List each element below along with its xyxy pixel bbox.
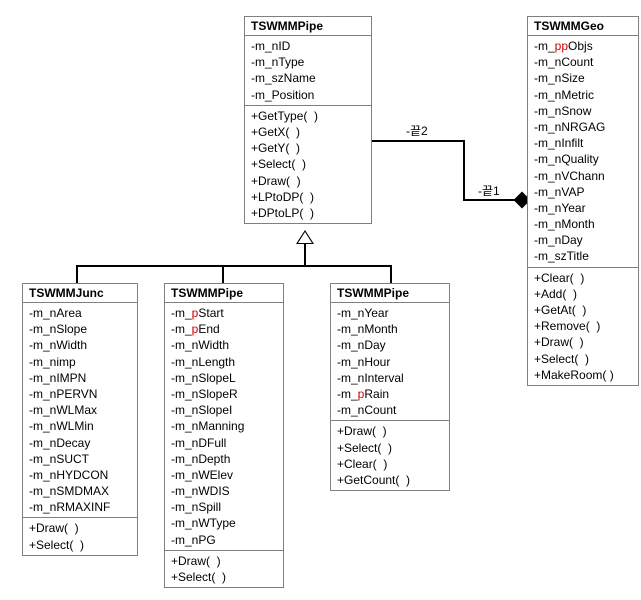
assoc-line (463, 199, 519, 201)
uml-diagram: -끝2 -끝1 TSWMMPipe -m_nID -m_nType -m_szN… (0, 0, 641, 600)
class-pipe3: TSWMMPipe -m_nYear -m_nMonth -m_nDay -m_… (330, 283, 450, 491)
class-geo: TSWMMGeo -m_ppObjs -m_nCount -m_nSize -m… (527, 16, 639, 386)
class-title: TSWMMPipe (331, 284, 449, 303)
class-ops: +Clear( ) +Add( ) +GetAt( ) +Remove( ) +… (528, 268, 638, 385)
gen-line (76, 265, 392, 267)
gen-line (304, 244, 306, 266)
assoc-label-end1: -끝1 (478, 182, 500, 199)
assoc-line (463, 140, 465, 200)
class-title: TSWMMPipe (165, 284, 283, 303)
gen-line (390, 265, 392, 283)
generalization-arrow (296, 230, 314, 244)
class-attrs: -m_pStart -m_pEnd -m_nWidth -m_nLength -… (165, 303, 283, 551)
class-title: TSWMMJunc (23, 284, 137, 303)
class-ops: +GetType( ) +GetX( ) +GetY( ) +Select( )… (245, 106, 371, 223)
class-attrs: -m_nID -m_nType -m_szName -m_Position (245, 36, 371, 106)
class-pipe2: TSWMMPipe -m_pStart -m_pEnd -m_nWidth -m… (164, 283, 284, 588)
class-title: TSWMMPipe (245, 17, 371, 36)
class-ops: +Draw( ) +Select( ) +Clear( ) +GetCount(… (331, 421, 449, 490)
class-title: TSWMMGeo (528, 17, 638, 36)
class-junc: TSWMMJunc -m_nArea -m_nSlope -m_nWidth -… (22, 283, 138, 556)
class-parent: TSWMMPipe -m_nID -m_nType -m_szName -m_P… (244, 16, 372, 224)
class-attrs: -m_ppObjs -m_nCount -m_nSize -m_nMetric … (528, 36, 638, 268)
class-ops: +Draw( ) +Select( ) (23, 518, 137, 554)
class-ops: +Draw( ) +Select( ) (165, 551, 283, 587)
assoc-line (372, 140, 465, 142)
gen-line (222, 265, 224, 283)
gen-line (76, 265, 78, 283)
class-attrs: -m_nArea -m_nSlope -m_nWidth -m_nimp -m_… (23, 303, 137, 518)
class-attrs: -m_nYear -m_nMonth -m_nDay -m_nHour -m_n… (331, 303, 449, 421)
assoc-label-end2: -끝2 (406, 122, 428, 139)
